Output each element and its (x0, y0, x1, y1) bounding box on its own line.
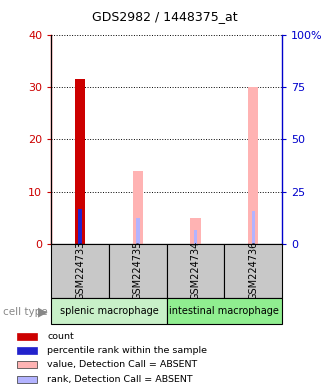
Bar (51, 298, 167, 324)
Bar (16, 333, 37, 340)
Bar (248, 87, 258, 244)
Bar (136, 218, 140, 244)
Text: GDS2982 / 1448375_at: GDS2982 / 1448375_at (92, 10, 238, 23)
Text: splenic macrophage: splenic macrophage (59, 306, 158, 316)
Text: rank, Detection Call = ABSENT: rank, Detection Call = ABSENT (47, 375, 193, 384)
Text: GSM224734: GSM224734 (190, 241, 201, 300)
Text: value, Detection Call = ABSENT: value, Detection Call = ABSENT (47, 360, 197, 369)
Text: GSM224736: GSM224736 (248, 241, 258, 300)
Bar (251, 212, 255, 244)
Text: intestinal macrophage: intestinal macrophage (170, 306, 279, 316)
Bar (51, 244, 109, 298)
Bar (224, 244, 282, 298)
Bar (16, 347, 37, 354)
Bar (194, 230, 197, 244)
Text: GSM224735: GSM224735 (133, 241, 143, 300)
Text: ▶: ▶ (38, 305, 48, 318)
Bar (190, 218, 201, 244)
Text: GSM224733: GSM224733 (75, 241, 85, 300)
Bar (167, 298, 282, 324)
Bar (16, 376, 37, 383)
Text: count: count (47, 332, 74, 341)
Bar (109, 244, 167, 298)
Bar (75, 79, 85, 244)
Text: cell type: cell type (3, 307, 48, 317)
Bar (16, 361, 37, 368)
Bar (78, 209, 82, 244)
Bar (167, 244, 224, 298)
Bar (133, 170, 143, 244)
Text: percentile rank within the sample: percentile rank within the sample (47, 346, 207, 355)
